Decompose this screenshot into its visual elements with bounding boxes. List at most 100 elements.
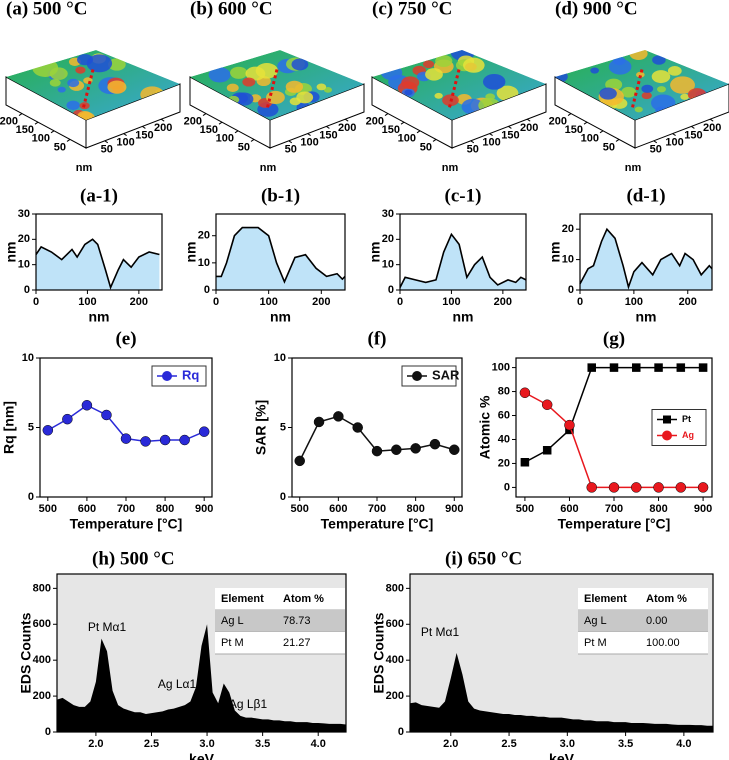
x-axis-label: keV — [189, 751, 215, 760]
x-tick — [142, 125, 146, 129]
surface-blob — [680, 93, 690, 100]
surface-blob — [463, 57, 485, 73]
legend-box — [151, 365, 207, 387]
title: (b) 600 °C — [190, 0, 273, 19]
y-tick-label: 0 — [280, 491, 286, 503]
marker — [609, 363, 619, 372]
x-tick-label: 700 — [117, 503, 135, 515]
x-axis-label: nm — [270, 309, 291, 325]
marker — [608, 482, 620, 493]
surface-blob — [107, 80, 127, 94]
x-tick-label: 50 — [650, 144, 662, 156]
spectrum-area — [410, 653, 713, 732]
profile-line — [216, 226, 346, 284]
profile-line — [266, 67, 279, 108]
x-tick — [104, 140, 109, 144]
y-tick-label: 30 — [18, 208, 30, 220]
title: (a-1) — [80, 185, 118, 206]
marker — [586, 482, 597, 493]
y-axis-label: EDS Counts — [18, 612, 34, 693]
legend-marker — [663, 415, 671, 424]
x-tick-label: 500 — [291, 503, 309, 515]
x-axis-label: Temperature [°C] — [321, 516, 434, 532]
profile-line — [579, 227, 713, 290]
surface-blob — [49, 78, 61, 87]
x-tick-label: 150 — [501, 129, 519, 141]
marker — [352, 422, 363, 433]
x-tick-label: 3.5 — [255, 738, 270, 750]
marker — [519, 387, 531, 398]
x-tick-label: 700 — [368, 503, 386, 515]
y-axis-label: nm — [3, 242, 19, 263]
plot-frame — [56, 573, 347, 733]
marker — [101, 409, 112, 421]
x-tick — [326, 125, 330, 129]
y-tick-label: 40 — [498, 433, 510, 445]
legend-label: Pt — [682, 414, 691, 424]
surface-map — [6, 50, 180, 120]
marker — [698, 363, 708, 372]
marker — [564, 419, 575, 431]
x-tick-label: 200 — [679, 296, 697, 308]
x-tick — [470, 140, 475, 144]
surface-blob — [75, 66, 86, 74]
plot-frame — [399, 213, 527, 291]
marker — [179, 434, 190, 446]
x-tick-label: 150 — [135, 129, 153, 141]
y-tick-label: 20 — [498, 457, 510, 469]
marker — [676, 363, 686, 372]
surface-blob — [425, 68, 443, 81]
y-tick-label: 20 — [198, 230, 210, 242]
surface-blob — [435, 55, 453, 68]
surface-blob — [208, 67, 231, 83]
x-tick-label: 4.0 — [311, 738, 326, 750]
x-tick-label: 500 — [39, 503, 57, 515]
surface-blob — [108, 58, 126, 71]
surface-blob — [629, 50, 648, 60]
surface-blob — [434, 92, 443, 99]
x-axis-label: nm — [89, 309, 110, 325]
surface-blob — [255, 62, 278, 79]
surface-blob — [599, 87, 617, 100]
surface-blob — [67, 78, 80, 88]
x-tick — [672, 133, 676, 137]
y-axis-label: nm — [442, 162, 459, 174]
x-tick — [123, 133, 127, 137]
x-tick-label: 100 — [116, 137, 134, 149]
y-tick — [18, 113, 23, 117]
table-header: Element — [221, 593, 264, 605]
surface-blob — [289, 97, 301, 106]
surface-face — [555, 50, 729, 120]
surface-blob — [77, 54, 94, 66]
plot-frame — [409, 573, 714, 733]
table-cell: Pt M — [584, 637, 607, 649]
y-tick-label: 10 — [562, 254, 574, 266]
x-tick-label: 0 — [577, 296, 583, 308]
y-tick-label: 200 — [549, 116, 567, 128]
y-tick-label: 600 — [386, 618, 404, 630]
surface-face — [190, 50, 364, 120]
table-header: Atom % — [646, 593, 687, 605]
title: (c-1) — [445, 185, 482, 206]
y-tick-label: 100 — [398, 133, 416, 145]
y-tick-label: 0 — [28, 491, 34, 503]
y-axis-label: nm — [625, 162, 642, 174]
marker — [697, 482, 709, 493]
surface-blob — [641, 84, 654, 93]
x-tick-label: 0 — [213, 296, 219, 308]
surface-blob — [57, 86, 66, 93]
x-tick — [526, 118, 531, 122]
profile-area — [216, 227, 345, 290]
y-tick-label: 80 — [498, 385, 510, 397]
x-tick-label: 2.0 — [443, 738, 458, 750]
y-tick — [250, 138, 255, 142]
y-axis-label: nm — [367, 242, 383, 263]
marker — [653, 482, 664, 493]
x-tick — [508, 125, 512, 129]
surface-blob — [226, 83, 239, 93]
y-tick-label: 0 — [504, 481, 510, 493]
y-tick-label: 150 — [200, 124, 218, 136]
y-tick — [567, 113, 572, 117]
surface-blob — [657, 86, 666, 93]
legend-box — [651, 409, 707, 446]
